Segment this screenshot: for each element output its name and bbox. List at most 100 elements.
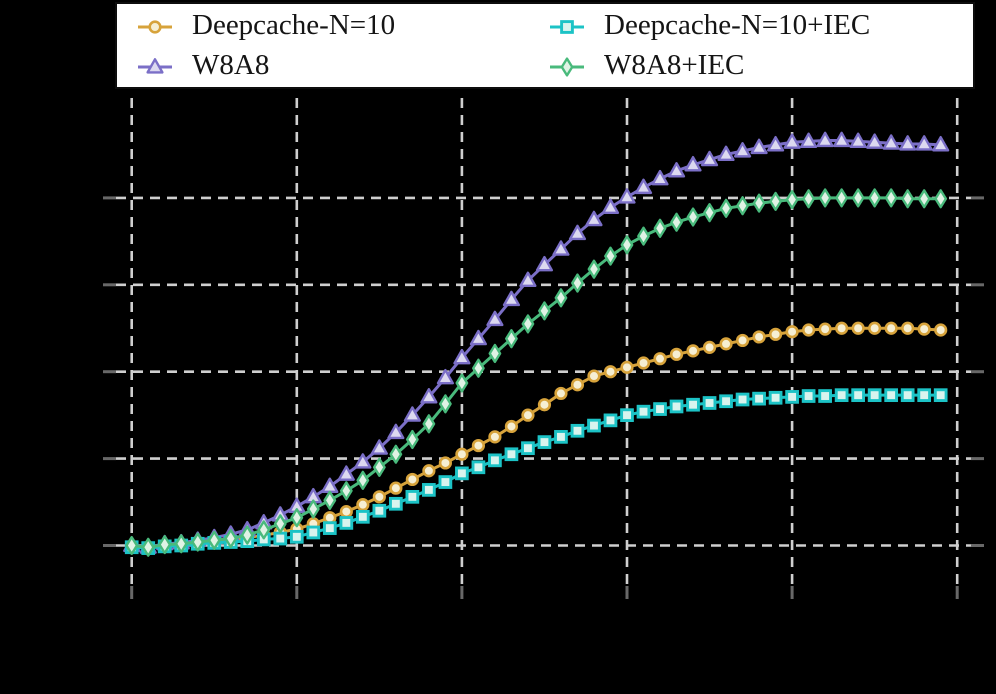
triangle-marker (502, 290, 521, 307)
diamond-marker (818, 188, 832, 208)
square-marker (834, 388, 849, 403)
diamond-marker (422, 414, 436, 434)
triangle-marker (436, 368, 454, 385)
triangle-marker (535, 255, 554, 272)
triangle-marker (899, 135, 917, 151)
series-W8A8+IEC (125, 188, 948, 557)
triangle-marker (816, 131, 834, 148)
diamond-marker (752, 193, 766, 213)
circle-marker (356, 498, 370, 512)
diamond-marker (488, 343, 502, 364)
square-marker (933, 388, 948, 403)
diamond-marker (174, 534, 188, 554)
diamond-marker (372, 457, 386, 477)
square-marker (603, 413, 618, 428)
circle-marker (653, 352, 667, 366)
triangle-marker (519, 271, 537, 288)
axis-ticks (103, 196, 984, 599)
circle-marker (521, 408, 535, 422)
circle-marker (752, 330, 766, 344)
circle-marker (719, 337, 733, 351)
triangle-marker (469, 329, 488, 346)
square-marker (504, 447, 519, 462)
legend-item-w8a8-iec: W8A8+IEC (549, 47, 973, 86)
diamond-marker (604, 246, 617, 266)
diamond-marker (620, 235, 634, 255)
diamond-marker (934, 189, 948, 209)
diamond-marker (273, 514, 287, 534)
diamond-marker (290, 508, 304, 528)
circle-marker (504, 419, 519, 434)
triangle-marker (849, 132, 867, 149)
circle-marker (735, 333, 750, 348)
diamond-marker (785, 190, 799, 210)
square-marker (306, 525, 321, 540)
circle-marker (455, 447, 469, 461)
diamond-marker (835, 188, 849, 208)
circle-marker (603, 365, 618, 379)
triangle-marker (486, 310, 504, 327)
triangle-marker (146, 57, 164, 74)
triangle-marker (915, 135, 933, 151)
circle-marker (669, 347, 684, 361)
triangle-marker (403, 406, 421, 422)
square-marker (438, 475, 453, 489)
diamond-marker (587, 259, 601, 279)
square-marker (785, 390, 799, 404)
square-marker (521, 441, 535, 456)
diamond-marker (125, 535, 139, 556)
square-marker (405, 489, 420, 504)
diamond-marker (224, 528, 238, 549)
diamond-marker (505, 329, 518, 349)
triangle-marker (634, 178, 653, 195)
diamond-marker (521, 314, 535, 334)
square-marker (884, 388, 899, 403)
diamond-marker (802, 189, 816, 209)
diamond-marker (884, 188, 898, 208)
diamond-marker (653, 218, 667, 238)
circle-marker (471, 438, 486, 453)
circle-marker (818, 322, 832, 336)
circle-marker (901, 321, 915, 335)
legend-label: W8A8 (192, 49, 270, 81)
diamond-marker (554, 288, 568, 308)
square-marker (620, 408, 634, 423)
diamond-marker (670, 212, 683, 232)
square-marker-icon (550, 19, 584, 34)
triangle-marker (337, 465, 355, 481)
diamond-marker (339, 481, 353, 501)
square-marker (537, 435, 552, 449)
square-marker (686, 397, 700, 412)
diamond-marker (455, 373, 469, 393)
square-marker (768, 390, 783, 405)
circle-marker (768, 327, 783, 341)
triangle-marker (420, 388, 438, 404)
circle-marker (422, 464, 436, 478)
circle-marker (835, 321, 849, 335)
square-marker (471, 460, 486, 475)
diamond-marker (851, 188, 865, 208)
legend-label: W8A8+IEC (604, 49, 745, 81)
square-marker (289, 529, 304, 544)
square-marker (818, 389, 832, 403)
circle-marker (372, 490, 386, 504)
square-marker (719, 394, 733, 409)
diamond-marker (917, 189, 931, 209)
triangle-marker (453, 348, 471, 365)
square-marker (851, 388, 865, 403)
circle-marker (339, 505, 353, 519)
square-marker (322, 521, 337, 535)
square-marker (455, 466, 469, 481)
diamond-marker (686, 207, 700, 227)
triangle-marker (733, 142, 752, 158)
diamond-marker (405, 429, 419, 450)
circle-marker (851, 321, 865, 335)
diamond-marker (207, 530, 221, 550)
diamond-marker (719, 198, 733, 218)
triangle-marker (833, 131, 851, 148)
diamond-marker (356, 470, 370, 490)
diamond-marker (323, 490, 337, 510)
triangle-marker (618, 188, 636, 204)
